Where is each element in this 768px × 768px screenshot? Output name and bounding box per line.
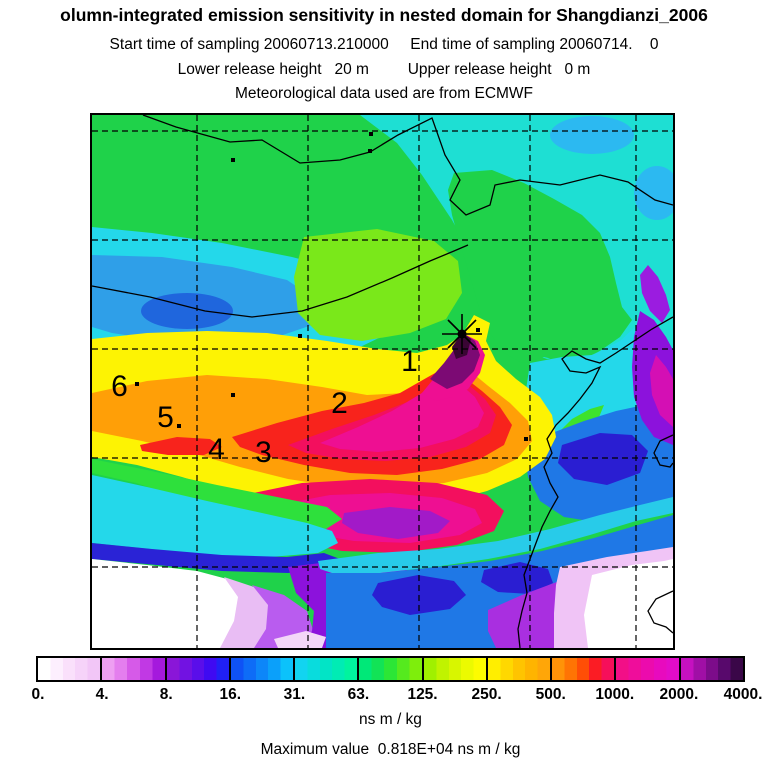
page-title: olumn-integrated emission sensitivity in… [60, 5, 708, 25]
sampling-times-line: Start time of sampling 20060713.210000 E… [109, 36, 659, 53]
colorbar-segment-8 [485, 658, 551, 680]
colorbar-segment-6 [357, 658, 422, 680]
colorbar-units-label: ns m / kg [359, 711, 422, 728]
contour-field [92, 115, 673, 648]
colorbar-segment-1 [38, 658, 101, 680]
colorbar-segment-11 [678, 658, 743, 680]
trajectory-marker-5: 5 [157, 401, 174, 434]
city-dot [368, 149, 372, 153]
colorbar-tick-label: 0. [31, 686, 45, 703]
colorbar-tick-label: 16. [219, 686, 242, 703]
meteo-source-line: Meteorological data used are from ECMWF [234, 85, 534, 102]
coastline-border-lines [92, 115, 673, 648]
colorbar-tick-label: 250. [471, 686, 502, 703]
colorbar-segment-2 [100, 658, 165, 680]
colorbar-segment-4 [228, 658, 294, 680]
colorbar-tick-label: 2000. [659, 686, 699, 703]
colorbar-tick-label: 125. [407, 686, 438, 703]
colorbar-tick-label: 500. [535, 686, 566, 703]
trajectory-marker-3: 3 [255, 436, 272, 469]
trajectory-marker-1: 1 [401, 345, 418, 378]
trajectory-marker-2: 2 [331, 387, 348, 420]
colorbar-tick-label: 4. [95, 686, 109, 703]
colorbar-segment-7 [421, 658, 486, 680]
receptor-star-marker [440, 312, 484, 356]
colorbar-segment-5 [293, 658, 358, 680]
colorbar-segment-10 [614, 658, 679, 680]
release-heights-line: Lower release height 20 m Upper release … [177, 61, 591, 78]
maximum-value-label: Maximum value 0.818E+04 ns m / kg [260, 741, 521, 758]
colorbar [36, 656, 745, 682]
colorbar-tick-label: 4000. [723, 686, 763, 703]
colorbar-tick-label: 31. [283, 686, 306, 703]
colorbar-ticks: 0. 4. 8. 16. 31. 63. 125. 250. 500. 1000. 2000. 400… [32, 686, 763, 704]
city-dot [476, 328, 480, 332]
colorbar-segment-9 [550, 658, 615, 680]
colorbar-tick-label: 63. [347, 686, 370, 703]
colorbar-tick-label: 8. [159, 686, 173, 703]
city-dot [231, 158, 235, 162]
colorbar-segment-3 [164, 658, 229, 680]
city-dot [135, 382, 139, 386]
trajectory-marker-4: 4 [208, 433, 225, 466]
city-dot [369, 132, 373, 136]
city-dot [231, 393, 235, 397]
colorbar-tick-label: 1000. [595, 686, 635, 703]
trajectory-marker-6: 6 [111, 370, 128, 403]
asterisk-icon [442, 314, 482, 354]
city-dot [524, 437, 528, 441]
city-dot [177, 424, 181, 428]
graticule-gridlines [92, 115, 673, 648]
city-dot [298, 334, 302, 338]
